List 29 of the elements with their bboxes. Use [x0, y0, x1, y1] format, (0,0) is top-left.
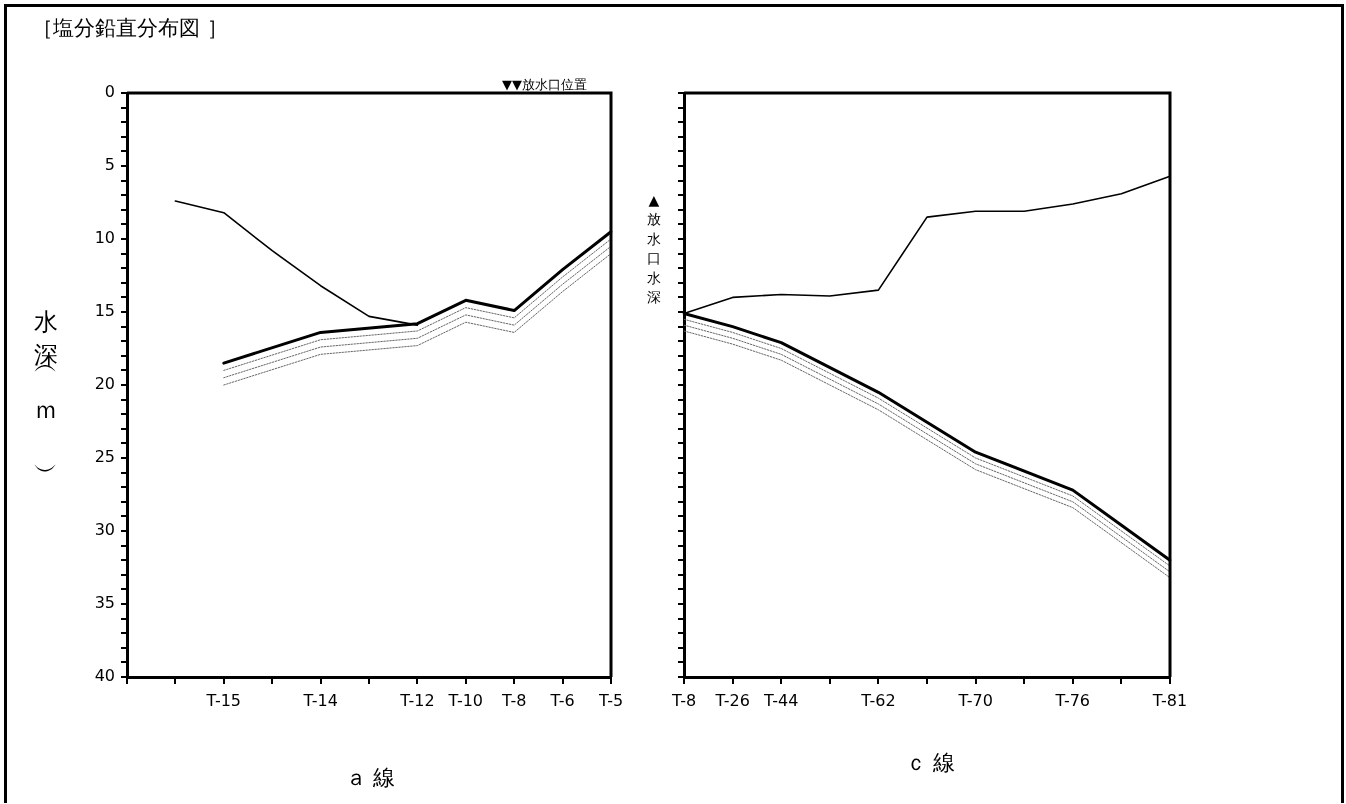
y-tick-label: 40: [94, 666, 115, 686]
x-tick-label: T-12: [399, 690, 435, 710]
x-tick-label: T-6: [549, 690, 575, 710]
x-tick-label: T-44: [762, 690, 799, 710]
y-tick-label: 10: [94, 228, 115, 248]
x-tick-label: T-70: [957, 690, 993, 710]
x-axis-title: ａ 線: [343, 764, 397, 792]
text: ▲放水口水深: [647, 191, 661, 306]
x-tick-label: T-8: [501, 690, 527, 710]
y-tick-label: 5: [104, 155, 115, 175]
x-tick-label: T-81: [1151, 690, 1188, 710]
y-tick-label: 35: [94, 593, 115, 613]
x-tick-label: T-26: [714, 690, 750, 710]
chart-title: ［塩分鉛直分布図 ］: [32, 15, 228, 42]
y-axis-title: 水深（ｍ）: [31, 290, 61, 484]
x-tick-label: T-8: [670, 690, 697, 710]
x-tick-label: T-76: [1054, 690, 1091, 710]
x-tick-label: T-5: [597, 690, 624, 710]
y-tick-label: 20: [94, 374, 115, 394]
x-axis-title: ｃ 線: [903, 749, 957, 777]
x-tick-label: T-14: [302, 690, 338, 710]
y-tick-label: 30: [94, 520, 115, 540]
y-tick-label: 25: [94, 447, 115, 467]
x-tick-label: T-10: [447, 690, 484, 710]
x-tick-label: T-15: [205, 690, 242, 710]
text: ▼▼放水口位置: [502, 76, 587, 92]
y-tick-label: 0: [104, 82, 115, 102]
x-tick-label: T-62: [860, 690, 896, 710]
y-tick-label: 15: [94, 301, 115, 321]
